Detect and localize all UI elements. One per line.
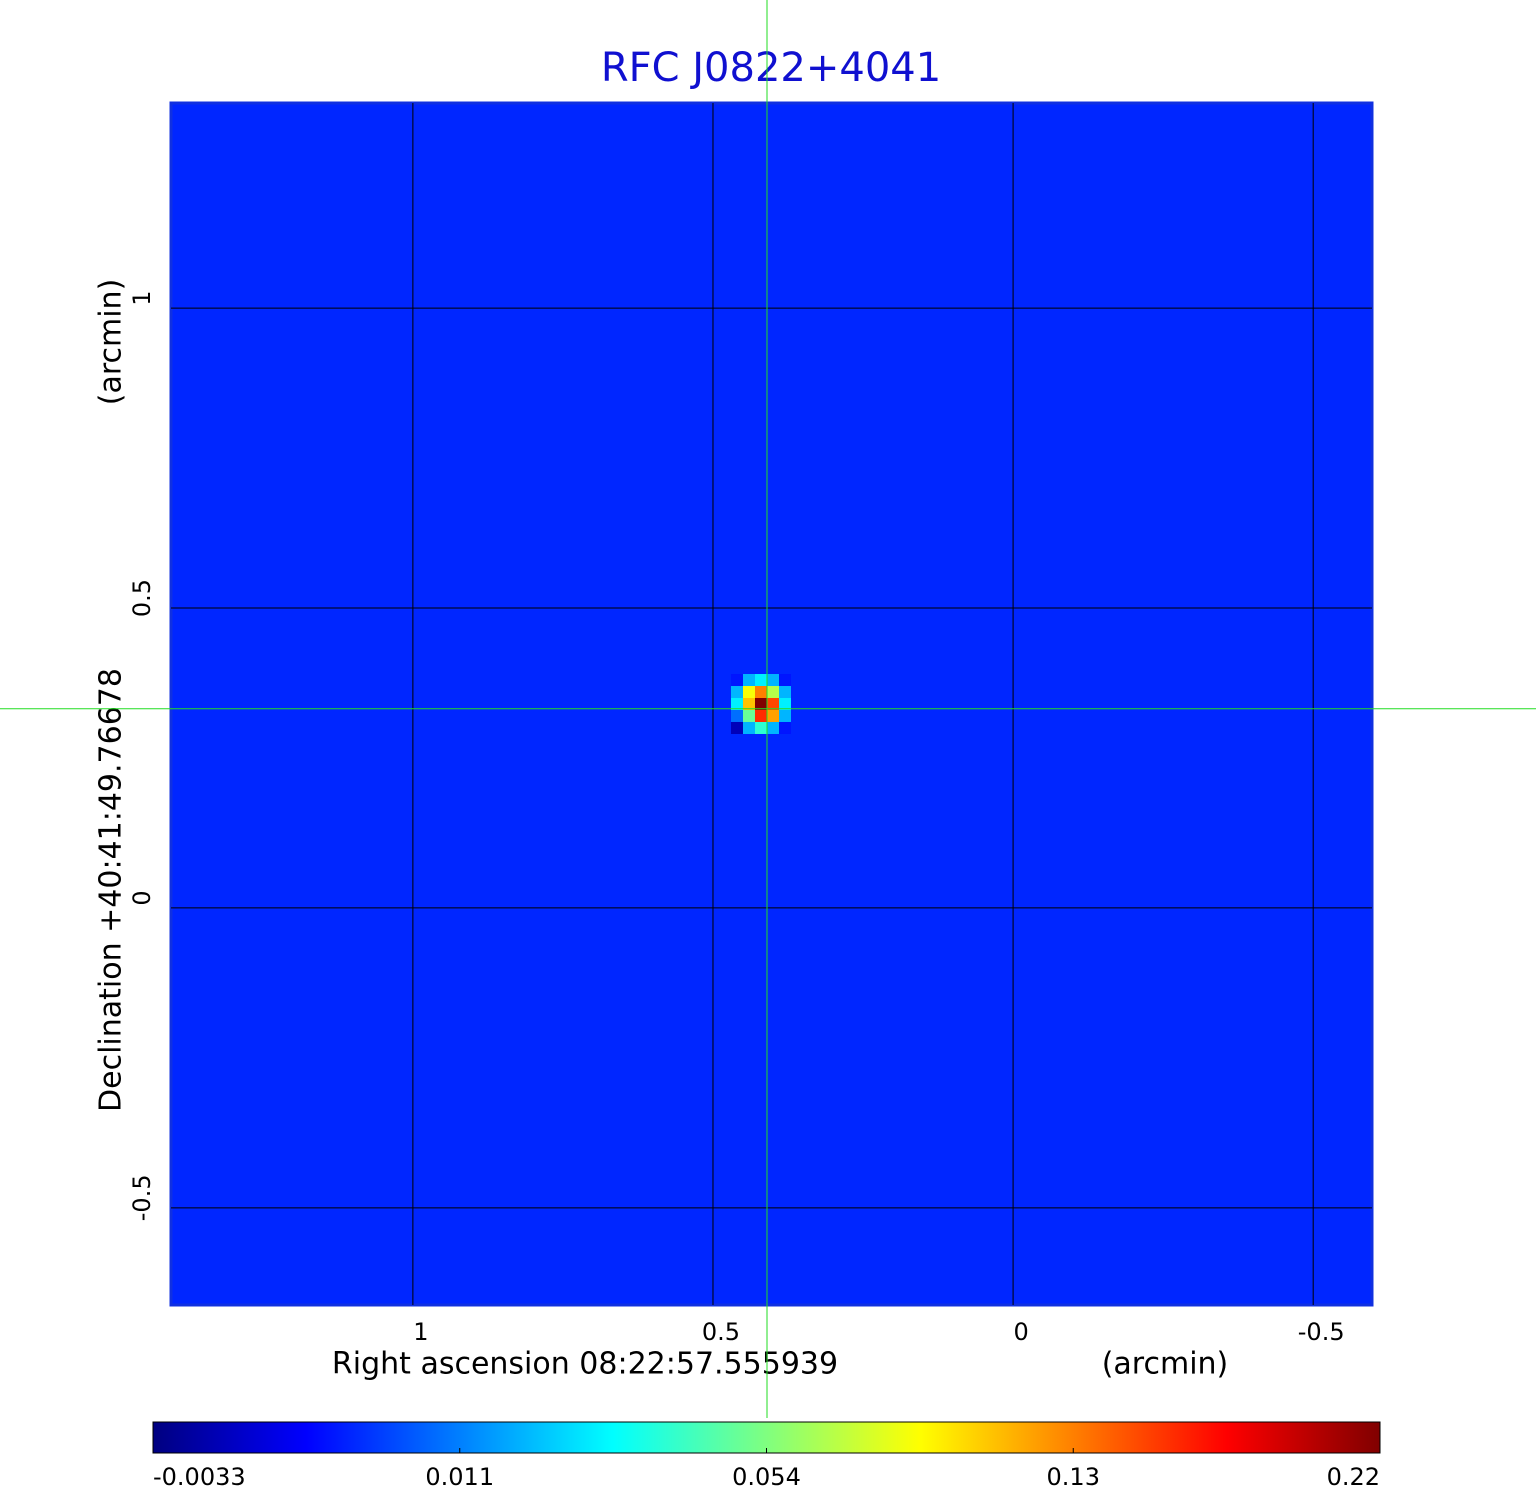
plot-frame [169,101,1374,1307]
image-pixel [730,721,743,734]
y-axis-unit: (arcmin) [94,279,129,406]
image-pixel [754,721,767,734]
image-pixel [742,698,755,710]
image-pixel [730,698,743,710]
image-pixel [779,674,792,687]
image-pixel [742,674,755,687]
image-pixel [730,709,743,722]
image-pixel [779,721,792,734]
image-pixel [754,674,767,687]
y-tick-label: 0 [128,890,156,905]
colorbar-tick-label: -0.0033 [153,1463,246,1491]
image-pixel [779,686,792,699]
image-pixel [779,709,792,722]
colorbar-tick-label: 0.054 [732,1463,801,1491]
image-pixel [779,698,792,710]
image-pixel [766,721,780,734]
x-axis-unit: (arcmin) [1102,1347,1229,1382]
y-tick-label: -0.5 [128,1174,156,1221]
image-pixel [766,674,780,687]
image-pixel [742,686,755,699]
x-tick-label: 0.5 [702,1318,740,1346]
x-tick-label: 1 [413,1318,428,1346]
image-pixel [742,721,755,734]
y-axis-label: Declination +40:41:49.76678 [94,668,129,1112]
y-tick-label: 0.5 [128,579,156,617]
image-pixel [766,698,780,710]
y-tick-label: 1 [128,290,156,305]
image-pixel [754,698,767,710]
image-pixel [754,686,767,699]
image-pixel [754,709,767,722]
colorbar-tick-label: 0.13 [1047,1463,1100,1491]
image-pixel [742,709,755,722]
colorbar-tick-label: 0.011 [425,1463,494,1491]
x-axis-label: Right ascension 08:22:57.555939 [332,1347,838,1382]
chart-title: RFC J0822+4041 [601,45,941,91]
colorbar [152,1421,1381,1454]
x-tick-label: -0.5 [1298,1318,1345,1346]
image-pixel [766,686,780,699]
image-pixel [730,674,743,687]
x-tick-label: 0 [1013,1318,1028,1346]
colorbar-tick-label: 0.22 [1327,1463,1380,1491]
image-pixel [766,709,780,722]
image-pixel [730,686,743,699]
